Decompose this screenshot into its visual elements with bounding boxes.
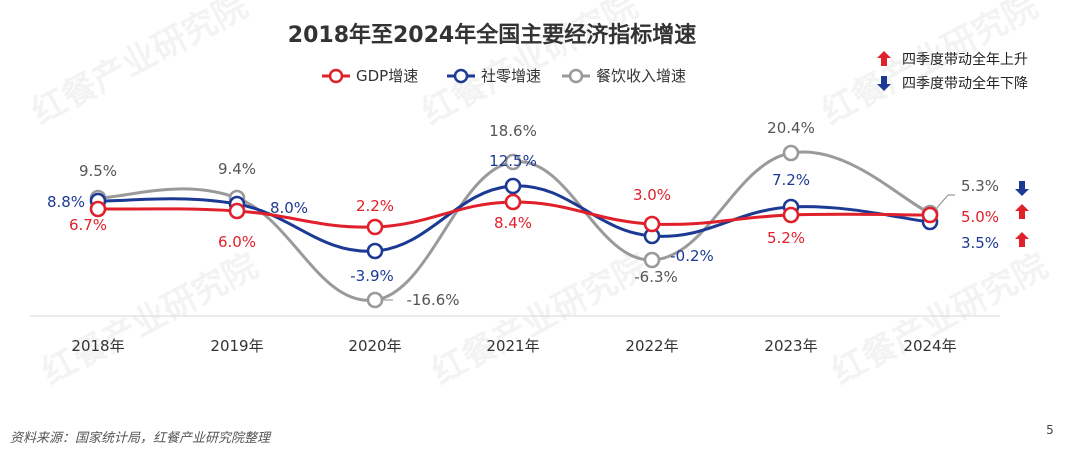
data-point	[782, 206, 800, 224]
data-point	[366, 291, 384, 309]
arrow-up-icon	[1015, 232, 1029, 247]
data-label: 3.0%	[633, 186, 671, 204]
data-label: 9.4%	[218, 160, 256, 178]
data-label: 8.8%	[47, 193, 85, 211]
data-label: 2.2%	[356, 197, 394, 215]
data-label: 20.4%	[767, 119, 815, 137]
data-label: 5.3%	[961, 177, 999, 195]
watermark: 红餐产业研究院	[825, 246, 1054, 393]
arrow-down-icon	[877, 76, 891, 91]
arrow-down-icon	[1015, 181, 1029, 196]
data-point	[366, 218, 384, 236]
arrow-up-icon	[1015, 204, 1029, 219]
x-tick-label: 2023年	[764, 337, 817, 355]
legend-marker	[568, 68, 584, 84]
data-label: -3.9%	[350, 267, 394, 285]
data-label: 6.0%	[218, 233, 256, 251]
watermark-layer: 红餐产业研究院 红餐产业研究院 红餐产业研究院 红餐产业研究院 红餐产业研究院 …	[25, 0, 1054, 393]
watermark: 红餐产业研究院	[25, 0, 254, 133]
data-labels: 6.7% 6.0% 2.2% 8.4% 3.0% 5.2% 5.0% 8.8% 8.0% -3.9…	[47, 119, 999, 309]
data-point	[228, 202, 246, 220]
legend-label: 餐饮收入增速	[596, 67, 686, 85]
data-point	[782, 144, 800, 162]
trend-arrows	[1015, 181, 1029, 247]
page-number: 5	[1046, 423, 1054, 437]
source-note: 资料来源：国家统计局，红餐产业研究院整理	[10, 430, 272, 446]
legend-label: 社零增速	[481, 67, 541, 85]
data-label: -16.6%	[406, 291, 459, 309]
data-label: 5.0%	[961, 208, 999, 226]
data-label: 6.7%	[69, 216, 107, 234]
arrow-up-icon	[877, 51, 891, 66]
data-point	[89, 200, 107, 218]
series-points	[89, 144, 939, 309]
data-point	[504, 193, 522, 211]
data-label: 18.6%	[489, 122, 537, 140]
data-label: 9.5%	[79, 162, 117, 180]
x-tick-label: 2019年	[210, 337, 263, 355]
watermark: 红餐产业研究院	[35, 246, 264, 393]
x-axis-ticks: 2018年 2019年 2020年 2021年 2022年 2023年 2024年	[71, 337, 956, 355]
watermark: 红餐产业研究院	[425, 246, 654, 393]
data-label: 8.0%	[270, 199, 308, 217]
data-point	[504, 177, 522, 195]
x-tick-label: 2018年	[71, 337, 124, 355]
data-label: 5.2%	[767, 229, 805, 247]
label-leader	[935, 194, 955, 210]
data-label: 3.5%	[961, 234, 999, 252]
data-point	[643, 215, 661, 233]
data-point	[643, 251, 661, 269]
note-text: 四季度带动全年上升	[902, 51, 1028, 68]
data-point	[921, 206, 939, 224]
data-label: -6.3%	[634, 268, 678, 286]
legend: GDP增速 社零增速 餐饮收入增速	[322, 67, 686, 85]
chart-title: 2018年至2024年全国主要经济指标增速	[288, 22, 696, 48]
x-tick-label: 2021年	[486, 337, 539, 355]
data-point	[504, 153, 522, 171]
legend-marker	[453, 68, 469, 84]
legend-marker	[328, 68, 344, 84]
data-label: 8.4%	[494, 214, 532, 232]
legend-label: GDP增速	[356, 67, 418, 85]
data-label: 12.5%	[489, 152, 537, 170]
x-tick-label: 2022年	[625, 337, 678, 355]
data-label: 7.2%	[772, 171, 810, 189]
x-tick-label: 2020年	[348, 337, 401, 355]
data-point	[366, 242, 384, 260]
note-text: 四季度带动全年下降	[902, 75, 1028, 92]
x-tick-label: 2024年	[903, 337, 956, 355]
data-label: -0.2%	[670, 247, 714, 265]
